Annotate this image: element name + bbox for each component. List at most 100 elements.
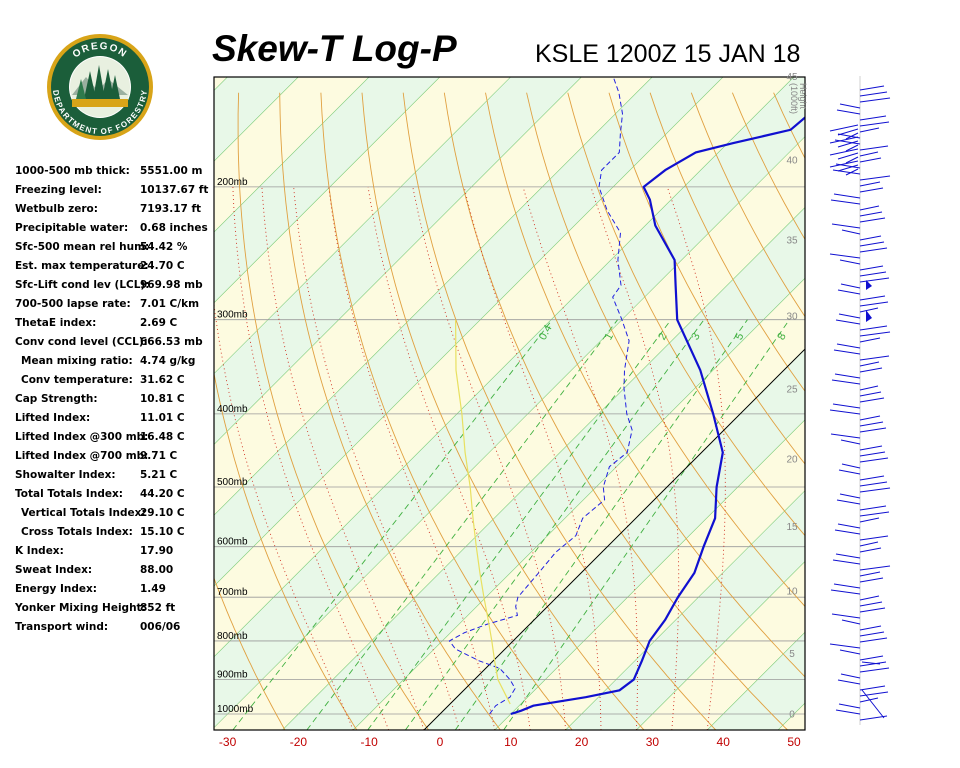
moist-adiabat [412, 186, 567, 730]
wind-barb [838, 703, 861, 709]
chart-title: Skew-T Log-P [212, 28, 457, 69]
wind-barb [859, 421, 884, 427]
pressure-tick-label: 1000mb [217, 704, 254, 715]
height-tick-label: 30 [786, 312, 798, 323]
stat-row: Sweat Index: 88.00 [15, 564, 215, 583]
isotherm-line [849, 77, 960, 730]
isotherm-line [214, 77, 228, 91]
wind-barb [861, 689, 885, 719]
stat-label: Energy Index: [15, 583, 97, 595]
stat-value: 969.98 mb [140, 279, 203, 291]
temperature-trace [510, 116, 805, 716]
wind-barb [837, 289, 861, 295]
wind-barb [841, 463, 861, 469]
wind-barb-flag [866, 280, 872, 290]
wind-barb [859, 547, 882, 553]
mixing-ratio-line [367, 319, 672, 730]
moist-adiabat [367, 186, 531, 730]
dry-adiabat [103, 93, 213, 730]
isotherm-line [0, 77, 15, 730]
isotherm-line [636, 560, 805, 730]
mixing-ratio-line [232, 319, 553, 730]
stat-row: Conv cond level (CCL): 666.53 mb [15, 336, 215, 355]
wind-barb [839, 103, 861, 109]
stat-row: Conv temperature: 31.62 C [15, 374, 215, 393]
mixing-ratio-label: 8 [775, 331, 788, 342]
dry-adiabat [279, 92, 501, 730]
wind-barb [836, 499, 861, 505]
stat-row: Mean mixing ratio: 4.74 g/kg [15, 355, 215, 374]
wind-barb [859, 355, 890, 361]
moist-adiabat [232, 186, 390, 730]
stat-row: Transport wind: 006/06 [15, 621, 215, 640]
x-tick-label: 10 [504, 735, 518, 749]
stat-row: Lifted Index @700 mb: 9.71 C [15, 450, 215, 469]
stat-value: 10.81 C [140, 393, 185, 405]
wind-barb [829, 124, 859, 132]
wind-barb [831, 223, 861, 229]
pressure-tick-label: 600mb [217, 537, 248, 548]
wind-barb [859, 307, 879, 313]
isotherm-line [214, 77, 653, 516]
stat-label: Freezing level: [15, 184, 102, 196]
stat-row: Energy Index: 1.49 [15, 583, 215, 602]
isotherm-line [214, 136, 805, 729]
wind-barb [859, 697, 879, 703]
wind-barb [859, 367, 883, 373]
wind-barb [859, 217, 886, 223]
dry-adiabat [485, 92, 805, 678]
stat-row: ThetaE index: 2.69 C [15, 317, 215, 336]
wind-barb [840, 439, 861, 445]
pressure-tick-label: 400mb [217, 404, 248, 415]
wind-barb [859, 385, 879, 391]
isotherm-line [214, 77, 582, 445]
wind-barb [831, 379, 861, 385]
wind-barb [859, 451, 886, 457]
stat-value: 10137.67 ft [140, 184, 209, 196]
wind-barb [832, 169, 861, 175]
wind-barb [859, 505, 887, 511]
wind-barb [835, 709, 861, 715]
stat-row: Wetbulb zero: 7193.17 ft [15, 203, 215, 222]
stat-value: 7193.17 ft [140, 203, 202, 215]
wind-barb [839, 649, 861, 655]
zero-isotherm [423, 348, 805, 730]
stat-value: 2.69 C [140, 317, 178, 329]
stat-label: 1000-500 mb thick: [15, 165, 130, 177]
isotherm-line [920, 77, 960, 730]
stat-label: Transport wind: [15, 621, 109, 633]
wind-barb [832, 403, 861, 409]
wind-barb [831, 613, 861, 619]
wind-barb [859, 655, 884, 661]
wind-barb [830, 433, 861, 439]
wind-barb [838, 469, 861, 475]
stat-value: 15.10 C [140, 526, 185, 538]
stat-label: Cap Strength: [15, 393, 98, 405]
wind-barb [859, 511, 890, 517]
wind-barb [859, 625, 882, 631]
isotherm-line [0, 77, 86, 730]
x-tick-label: 50 [787, 735, 801, 749]
dry-adiabat [897, 93, 960, 730]
stat-value: 4.74 g/kg [140, 355, 196, 367]
wind-barb [829, 253, 861, 259]
mixing-ratio-line [503, 319, 790, 730]
stat-row: K Index: 17.90 [15, 545, 215, 564]
stat-label: Lifted Index @700 mb: [15, 450, 149, 462]
wind-barb [859, 121, 890, 127]
mixing-ratio-label: 1 [603, 331, 616, 342]
wind-barb [859, 685, 886, 691]
pressure-tick-label: 700mb [217, 587, 248, 598]
wind-barbs [829, 76, 891, 725]
wind-barb [861, 661, 881, 665]
wind-barb [830, 199, 861, 205]
dry-adiabat [526, 92, 805, 608]
stat-value: 852 ft [140, 602, 176, 614]
dry-adiabat [567, 92, 805, 537]
x-tick-label: 20 [575, 735, 589, 749]
wind-barb [859, 265, 884, 271]
stat-label: Showalter Index: [15, 469, 116, 481]
x-tick-label: 30 [646, 735, 660, 749]
stat-row: 1000-500 mb thick: 5551.00 m [15, 165, 215, 184]
wind-barb [859, 577, 884, 583]
